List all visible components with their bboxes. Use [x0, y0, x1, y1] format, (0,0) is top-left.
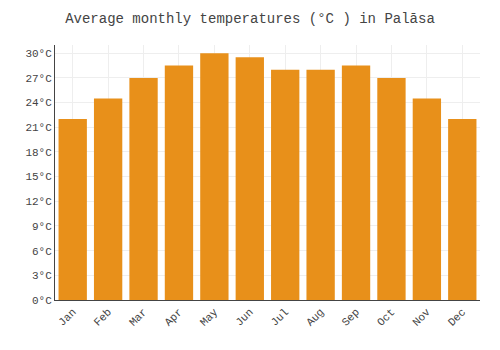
- svg-text:May: May: [198, 306, 221, 329]
- svg-text:Average monthly temperatures (: Average monthly temperatures (°C ) in Pa…: [65, 11, 435, 27]
- svg-text:Dec: Dec: [446, 306, 468, 328]
- svg-text:9°C: 9°C: [32, 221, 52, 233]
- svg-text:Oct: Oct: [375, 306, 397, 328]
- svg-text:Nov: Nov: [410, 306, 433, 329]
- svg-text:27°C: 27°C: [25, 73, 52, 85]
- svg-text:21°C: 21°C: [25, 122, 52, 134]
- svg-text:Jan: Jan: [56, 306, 78, 328]
- svg-text:Jun: Jun: [233, 306, 255, 328]
- svg-text:Aug: Aug: [304, 306, 326, 328]
- svg-text:24°C: 24°C: [25, 97, 52, 109]
- svg-text:0°C: 0°C: [32, 295, 52, 307]
- svg-text:18°C: 18°C: [25, 147, 52, 159]
- svg-text:Jul: Jul: [269, 306, 291, 328]
- svg-text:15°C: 15°C: [25, 171, 52, 183]
- svg-text:Sep: Sep: [340, 306, 362, 328]
- svg-text:Feb: Feb: [92, 306, 114, 328]
- svg-text:30°C: 30°C: [25, 48, 52, 60]
- svg-text:Apr: Apr: [162, 306, 184, 328]
- svg-text:3°C: 3°C: [32, 270, 52, 282]
- svg-text:Mar: Mar: [127, 306, 149, 328]
- svg-text:12°C: 12°C: [25, 196, 52, 208]
- svg-text:6°C: 6°C: [32, 246, 52, 258]
